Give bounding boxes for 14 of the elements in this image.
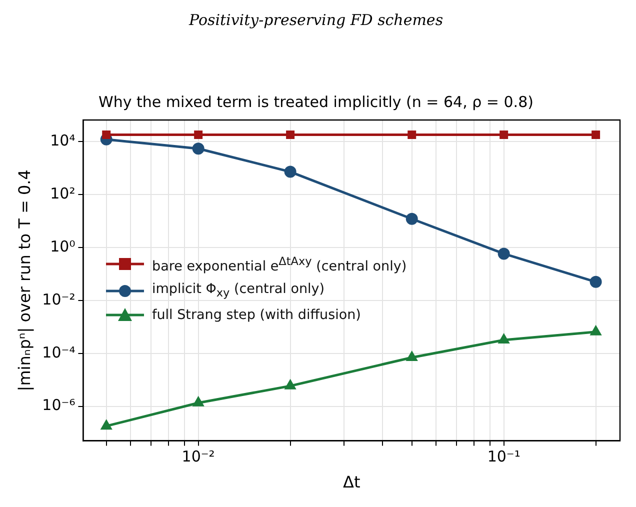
legend-label: bare exponential e$^{ΔtAxy}$ (central only): [152, 254, 407, 276]
y-tick-label: 10⁰: [50, 237, 76, 256]
y-tick-label: 10⁴: [50, 131, 76, 150]
x-axis-title: Δt: [343, 472, 360, 492]
chart-subtitle: Why the mixed term is treated implicitly (n = 64, ρ = 0.8): [98, 92, 534, 111]
x-tick-label: 10⁻¹: [487, 448, 520, 466]
y-tick-label: 10⁻⁴: [42, 343, 76, 362]
y-tick-label: 10⁻²: [42, 290, 76, 308]
y-tick-label: 10²: [50, 184, 76, 202]
y-tick-label: 10⁻⁶: [42, 396, 76, 414]
legend-label: implicit Φ$_{xy}$ (central only): [152, 280, 325, 302]
y-axis-title: |minₙpⁿ| over run to T = 0.4: [14, 170, 34, 392]
chart-title: Positivity-preserving FD schemes: [188, 10, 444, 29]
legend-label: full Strang step (with diffusion): [152, 306, 361, 326]
